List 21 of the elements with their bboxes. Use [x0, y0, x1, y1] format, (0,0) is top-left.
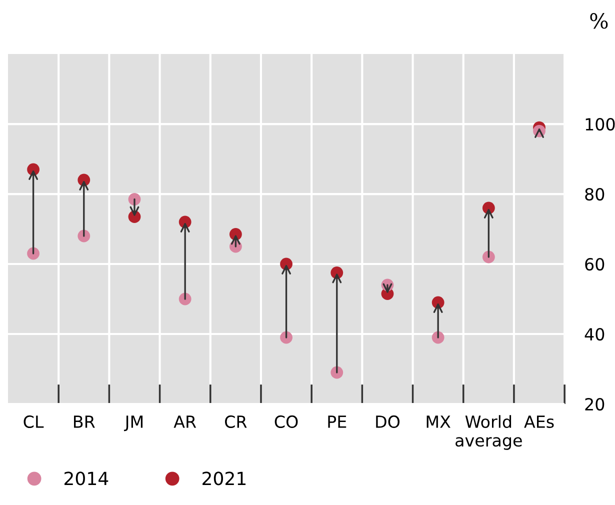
x-tick-label: DO [376, 415, 400, 428]
x-tick-label: BR [74, 416, 95, 428]
y-tick-label: 100 [586, 118, 615, 131]
point [482, 250, 495, 264]
y-tick-label: 20 [585, 398, 604, 411]
legend-label: 2014 [64, 472, 108, 486]
y-tick-label: 40 [584, 328, 604, 341]
x-tick-label: JM [124, 416, 143, 432]
y-axis-title: % [590, 13, 608, 29]
x-tick-label: CR [225, 415, 247, 428]
x-tick-label: AR [174, 416, 196, 428]
x-tick-label: AEs [524, 416, 554, 428]
x-tick-label: CL [24, 415, 44, 428]
point [27, 247, 40, 260]
x-tick-label: MX [426, 416, 450, 428]
y-tick-label: 60 [585, 258, 604, 271]
x-tick-label: CO [274, 415, 298, 428]
legend-label: 2021 [202, 472, 246, 486]
x-tick-label: World average [456, 415, 522, 450]
x-tick-label: PE [328, 416, 346, 428]
y-tick-label: 80 [585, 188, 604, 201]
